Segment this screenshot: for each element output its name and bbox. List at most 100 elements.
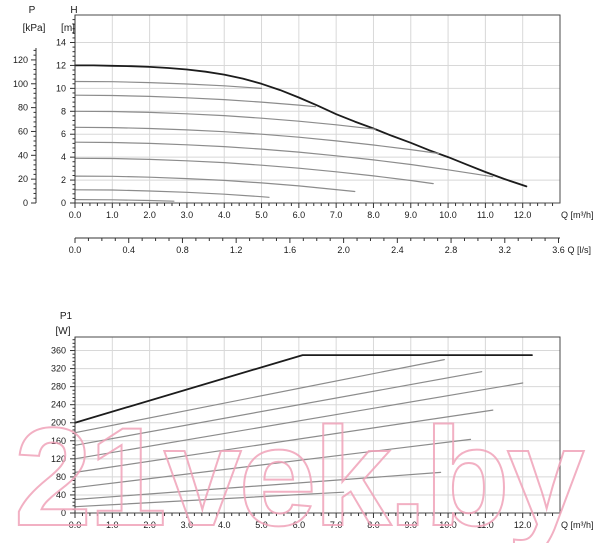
ls-tick-label: 2.4 bbox=[391, 245, 404, 255]
y-tick-label: 40 bbox=[18, 150, 28, 160]
x-axis-labels: 0.0 1.0 2.0 3.0 4.0 5.0 6.0 7.0 8.0 9.0 10.0 11.0 12… bbox=[69, 210, 594, 220]
y-tick-label: 10 bbox=[56, 83, 66, 93]
ls-tick-label: 0.0 bbox=[69, 245, 82, 255]
x-tick-label: 10.0 bbox=[439, 520, 457, 530]
x-tick-label: 9.0 bbox=[405, 210, 418, 220]
x-axis-unit-label: Q [m³/h] bbox=[561, 520, 594, 530]
axis-title: P bbox=[29, 5, 36, 16]
x-axis-ls bbox=[74, 237, 560, 243]
x-tick-label: 4.0 bbox=[218, 520, 231, 530]
x-tick-label: 0.0 bbox=[69, 210, 82, 220]
speed-curve-3 bbox=[74, 110, 376, 130]
power-curve-6 bbox=[74, 471, 442, 501]
x-tick-label: 8.0 bbox=[367, 520, 380, 530]
speed-curve-9 bbox=[74, 199, 175, 202]
plot-frame bbox=[74, 336, 561, 514]
power-curve-7 bbox=[74, 491, 345, 508]
y-axis-P-title: P [kPa] bbox=[23, 5, 46, 34]
y-tick-label: 4 bbox=[61, 152, 66, 162]
y-tick-label: 360 bbox=[51, 346, 66, 356]
x-axis-ls-labels: 0.0 0.4 0.8 1.2 1.6 2.0 2.4 2.8 3.2 3.6 Q [l/s] bbox=[69, 245, 591, 255]
x-tick-label: 7.0 bbox=[330, 210, 343, 220]
axis-unit: [W] bbox=[56, 326, 71, 337]
speed-curve-6 bbox=[74, 157, 434, 185]
power-curve-1 bbox=[74, 359, 445, 434]
x-tick-label: 5.0 bbox=[255, 210, 268, 220]
y-tick-label: 80 bbox=[56, 472, 66, 482]
x-tick-label: 9.0 bbox=[405, 520, 418, 530]
x-tick-label: 1.0 bbox=[106, 210, 119, 220]
x-axis bbox=[74, 513, 554, 518]
x-tick-label: 2.0 bbox=[143, 520, 156, 530]
ls-tick-label: 1.2 bbox=[230, 245, 243, 255]
ls-tick-label: 3.6 bbox=[552, 245, 565, 255]
y-tick-label: 12 bbox=[56, 60, 66, 70]
power-curve-3 bbox=[74, 382, 524, 460]
power-max-curve bbox=[74, 354, 533, 424]
y-axis-H bbox=[70, 15, 76, 204]
x-tick-label: 12.0 bbox=[514, 210, 532, 220]
axis-unit: [m] bbox=[61, 23, 75, 34]
y-tick-label: 0 bbox=[61, 508, 66, 518]
ls-tick-label: 0.4 bbox=[122, 245, 135, 255]
power-curve-4 bbox=[74, 409, 494, 473]
x-tick-label: 8.0 bbox=[367, 210, 380, 220]
y-tick-label: 120 bbox=[13, 55, 28, 65]
x-tick-label: 2.0 bbox=[143, 210, 156, 220]
x-tick-label: 6.0 bbox=[293, 210, 306, 220]
y-tick-label: 240 bbox=[51, 400, 66, 410]
x-tick-label: 3.0 bbox=[181, 210, 194, 220]
ls-tick-label: 0.8 bbox=[176, 245, 189, 255]
grid bbox=[75, 15, 560, 203]
x-tick-label: 12.0 bbox=[514, 520, 532, 530]
x-tick-label: 3.0 bbox=[181, 520, 194, 530]
speed-curve-7 bbox=[74, 175, 356, 193]
y-tick-label: 280 bbox=[51, 382, 66, 392]
speed-curve-2 bbox=[74, 94, 317, 108]
ls-tick-label: 2.0 bbox=[337, 245, 350, 255]
x-tick-label: 11.0 bbox=[477, 520, 494, 530]
max-curve bbox=[74, 64, 528, 188]
ls-axis-unit-label: Q [l/s] bbox=[568, 245, 592, 255]
y-tick-label: 40 bbox=[56, 490, 66, 500]
y-axis-P1 bbox=[70, 337, 76, 514]
y-tick-label: 320 bbox=[51, 364, 66, 374]
x-tick-label: 10.0 bbox=[439, 210, 457, 220]
y-axis-H-title: H [m] bbox=[61, 5, 78, 34]
y-tick-label: 160 bbox=[51, 436, 66, 446]
y-axis-P1-labels: 0 40 80 120 160 200 240 280 320 360 bbox=[51, 346, 66, 518]
speed-curve-1 bbox=[74, 80, 263, 90]
ls-tick-label: 1.6 bbox=[284, 245, 297, 255]
y-axis-H-labels: 0 2 4 6 8 10 12 14 bbox=[56, 38, 66, 208]
speed-curve-8 bbox=[74, 189, 270, 198]
y-tick-label: 14 bbox=[56, 38, 66, 48]
y-tick-label: 0 bbox=[23, 198, 28, 208]
y-axis-P bbox=[31, 48, 37, 204]
chart-power: 0.0 1.0 2.0 3.0 4.0 5.0 6.0 7.0 8.0 9.0 10.0 11.0 12… bbox=[51, 311, 594, 530]
y-axis-P1-title: P1 [W] bbox=[56, 311, 73, 337]
x-tick-label: 4.0 bbox=[218, 210, 231, 220]
speed-curve-5 bbox=[74, 141, 494, 178]
y-tick-label: 120 bbox=[51, 454, 66, 464]
axis-title: H bbox=[70, 5, 77, 16]
x-tick-label: 5.0 bbox=[255, 520, 268, 530]
x-tick-label: 11.0 bbox=[477, 210, 494, 220]
speed-curve-4 bbox=[74, 126, 440, 155]
y-tick-label: 20 bbox=[18, 174, 28, 184]
x-axis-unit-label: Q [m³/h] bbox=[561, 210, 594, 220]
y-tick-label: 80 bbox=[18, 103, 28, 113]
plot-frame bbox=[74, 14, 561, 204]
axis-unit: [kPa] bbox=[23, 23, 46, 34]
x-tick-label: 6.0 bbox=[293, 520, 306, 530]
x-tick-label: 7.0 bbox=[330, 520, 343, 530]
axis-title: P1 bbox=[60, 311, 73, 322]
y-tick-label: 200 bbox=[51, 418, 66, 428]
ls-tick-label: 2.8 bbox=[445, 245, 458, 255]
y-tick-label: 6 bbox=[61, 129, 66, 139]
y-tick-label: 0 bbox=[61, 198, 66, 208]
y-tick-label: 100 bbox=[13, 79, 28, 89]
chart-head_capacity: 0.0 1.0 2.0 3.0 4.0 5.0 6.0 7.0 8.0 9.0 10.0 11.0 12… bbox=[13, 5, 594, 255]
power-curve-2 bbox=[74, 371, 483, 446]
